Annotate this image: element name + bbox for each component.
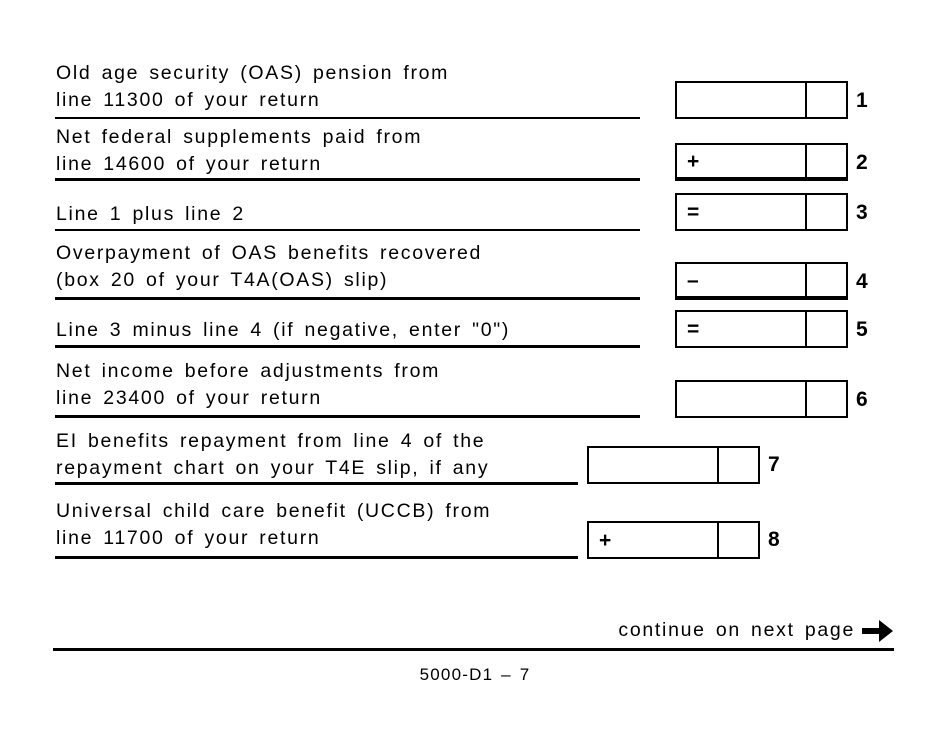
row-label-2-line1: Net federal supplements paid from bbox=[56, 126, 423, 148]
amount-cell-6[interactable] bbox=[677, 382, 805, 416]
row-label-3-line1: Line 1 plus line 2 bbox=[56, 203, 245, 225]
row-label-6: Net income before adjustments from line … bbox=[56, 358, 440, 412]
row-underline-3 bbox=[55, 229, 640, 231]
amount-field-2[interactable] bbox=[699, 145, 805, 177]
row-label-1: Old age security (OAS) pension from line… bbox=[56, 60, 449, 114]
row-label-4-line1: Overpayment of OAS benefits recovered bbox=[56, 242, 483, 264]
operator-2: + bbox=[687, 149, 700, 173]
row-label-1-line1: Old age security (OAS) pension from bbox=[56, 62, 450, 84]
row-label-3: Line 1 plus line 2 bbox=[56, 201, 245, 228]
amount-cell-3[interactable]: = bbox=[677, 195, 805, 229]
cents-field-6[interactable] bbox=[805, 382, 846, 416]
line-number-7: 7 bbox=[768, 453, 780, 476]
amount-cell-7[interactable] bbox=[589, 448, 717, 482]
line-number-6: 6 bbox=[856, 388, 868, 411]
line-number-3: 3 bbox=[856, 201, 868, 224]
cents-field-8[interactable] bbox=[717, 523, 758, 557]
line-number-4: 4 bbox=[856, 270, 868, 293]
footer-rule bbox=[53, 648, 894, 651]
row-underline-5 bbox=[55, 345, 640, 348]
cents-field-2[interactable] bbox=[805, 145, 846, 177]
continue-note: continue on next page bbox=[618, 617, 894, 644]
cents-field-1[interactable] bbox=[805, 83, 846, 117]
row-label-6-line2: line 23400 of your return bbox=[56, 387, 322, 409]
cents-field-4[interactable] bbox=[805, 264, 846, 296]
line-number-8: 8 bbox=[768, 528, 780, 551]
row-underline-6 bbox=[55, 415, 640, 418]
line-number-1: 1 bbox=[856, 89, 868, 112]
row-underline-8 bbox=[55, 556, 578, 559]
arrow-right-icon bbox=[862, 619, 893, 642]
amount-field-8[interactable] bbox=[611, 523, 717, 557]
row-label-8: Universal child care benefit (UCCB) from… bbox=[56, 498, 491, 552]
amount-field-7[interactable] bbox=[599, 448, 717, 482]
line-number-2: 2 bbox=[856, 151, 868, 174]
amount-cell-4[interactable]: – bbox=[677, 264, 805, 296]
row-underline-7 bbox=[55, 482, 578, 485]
amount-box-4: – bbox=[675, 262, 848, 300]
operator-4: – bbox=[687, 268, 699, 292]
amount-cell-2[interactable]: + bbox=[677, 145, 805, 177]
row-underline-4 bbox=[55, 297, 640, 300]
amount-box-1 bbox=[675, 81, 848, 119]
continue-text: continue on next page bbox=[618, 619, 855, 641]
amount-box-5: = bbox=[675, 310, 848, 348]
row-label-2-line2: line 14600 of your return bbox=[56, 153, 322, 175]
row-label-1-line2: line 11300 of your return bbox=[56, 89, 321, 111]
row-label-7-line2: repayment chart on your T4E slip, if any bbox=[56, 457, 490, 479]
amount-field-1[interactable] bbox=[687, 83, 805, 117]
page-id: 5000-D1 – 7 bbox=[419, 665, 531, 684]
row-label-4: Overpayment of OAS benefits recovered (b… bbox=[56, 240, 482, 294]
row-underline-1 bbox=[55, 117, 640, 119]
operator-8: + bbox=[599, 528, 612, 552]
line-number-5: 5 bbox=[856, 318, 868, 341]
row-label-5-line1: Line 3 minus line 4 (if negative, enter … bbox=[56, 319, 511, 341]
operator-3: = bbox=[687, 200, 700, 224]
row-label-5: Line 3 minus line 4 (if negative, enter … bbox=[56, 317, 510, 344]
row-label-2: Net federal supplements paid from line 1… bbox=[56, 124, 422, 178]
amount-field-5[interactable] bbox=[699, 312, 805, 346]
row-label-8-line1: Universal child care benefit (UCCB) from bbox=[56, 500, 492, 522]
amount-cell-5[interactable]: = bbox=[677, 312, 805, 346]
operator-5: = bbox=[687, 317, 700, 341]
amount-box-3: = bbox=[675, 193, 848, 231]
row-label-7-line1: EI benefits repayment from line 4 of the bbox=[56, 430, 486, 452]
amount-box-2: + bbox=[675, 143, 848, 181]
row-label-8-line2: line 11700 of your return bbox=[56, 527, 321, 549]
cents-field-7[interactable] bbox=[717, 448, 758, 482]
amount-cell-8[interactable]: + bbox=[589, 523, 717, 557]
amount-cell-1[interactable] bbox=[677, 83, 805, 117]
row-label-4-line2: (box 20 of your T4A(OAS) slip) bbox=[56, 269, 389, 291]
amount-field-4[interactable] bbox=[699, 264, 805, 296]
amount-field-6[interactable] bbox=[687, 382, 805, 416]
row-label-7: EI benefits repayment from line 4 of the… bbox=[56, 428, 489, 482]
row-label-6-line1: Net income before adjustments from bbox=[56, 360, 441, 382]
row-underline-2 bbox=[55, 178, 640, 181]
cents-field-3[interactable] bbox=[805, 195, 846, 229]
amount-box-8: + bbox=[587, 521, 760, 559]
cents-field-5[interactable] bbox=[805, 312, 846, 346]
amount-box-6 bbox=[675, 380, 848, 418]
amount-box-7 bbox=[587, 446, 760, 484]
amount-field-3[interactable] bbox=[699, 195, 805, 229]
